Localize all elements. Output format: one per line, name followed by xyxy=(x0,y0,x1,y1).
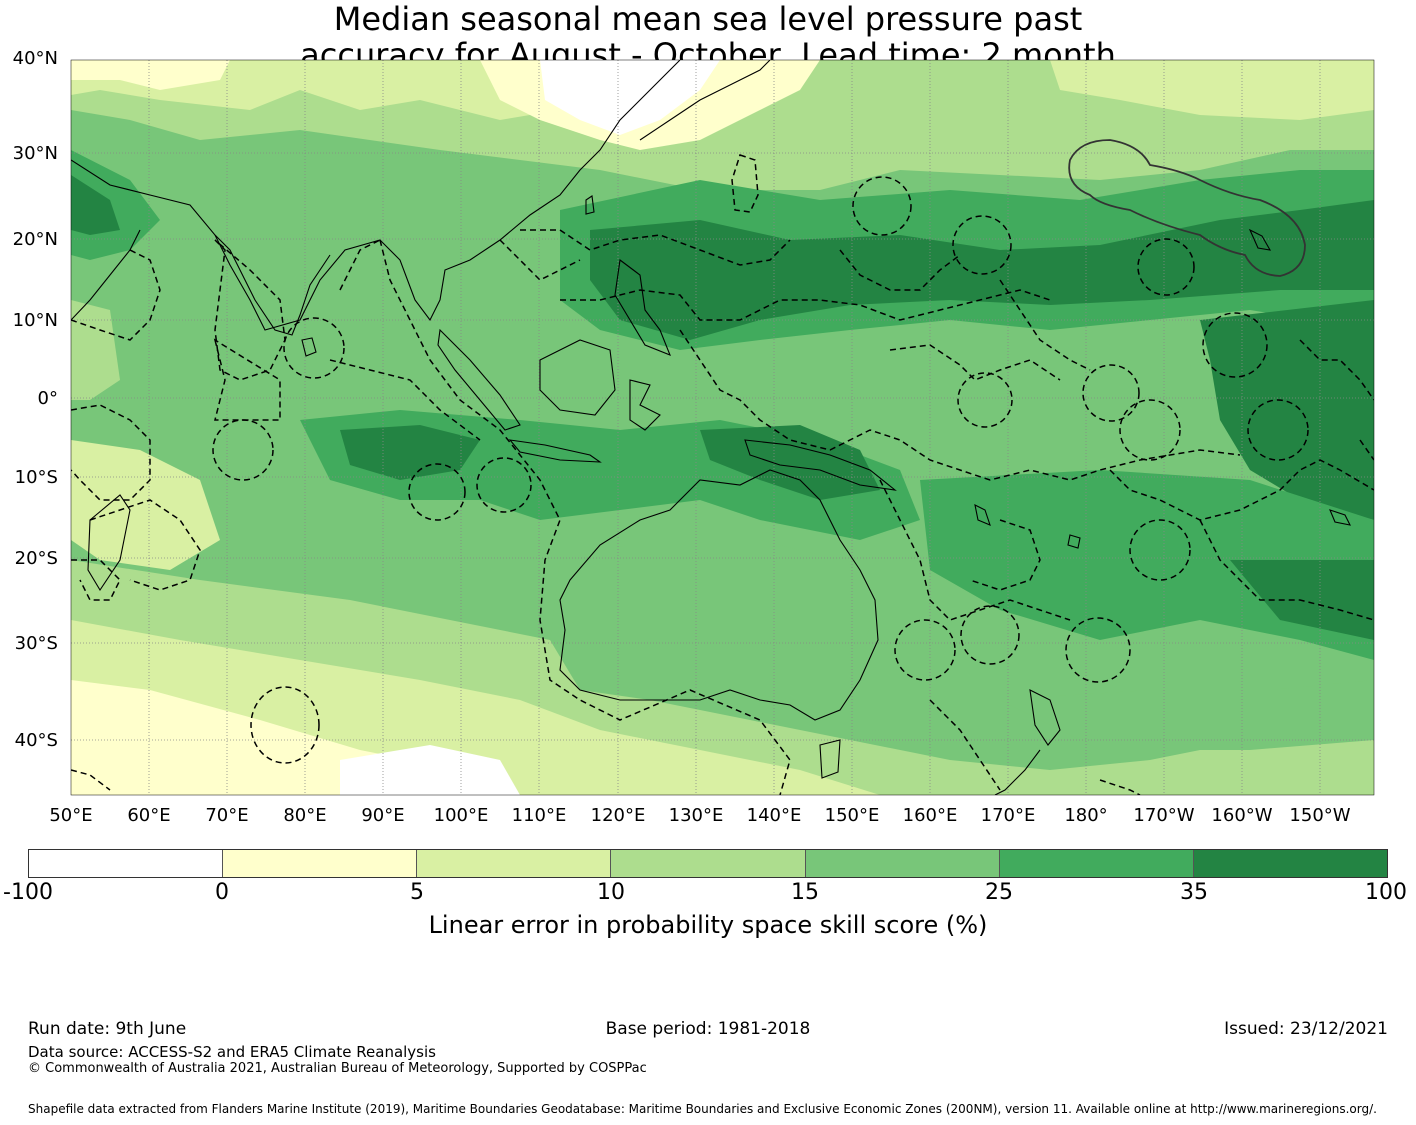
colorbar-tick: 5 xyxy=(410,880,424,905)
lat-label: 10°N xyxy=(12,310,58,331)
lon-label: 100°E xyxy=(433,805,489,826)
colorbar-label: Linear error in probability space skill … xyxy=(428,911,988,939)
colorbar-segment xyxy=(29,850,224,877)
lon-label: 160°W xyxy=(1211,805,1273,826)
run-date: Run date: 9th June xyxy=(28,1019,187,1039)
colorbar-segment xyxy=(417,850,612,877)
lat-label: 20°N xyxy=(12,229,58,250)
lon-label: 160°E xyxy=(902,805,958,826)
lat-label: 40°S xyxy=(14,730,58,751)
lon-label: 90°E xyxy=(361,805,405,826)
colorbar-tick: 15 xyxy=(791,880,819,905)
lon-label: 170°W xyxy=(1133,805,1195,826)
base-period: Base period: 1981-2018 xyxy=(605,1019,811,1039)
colorbar-segment xyxy=(999,850,1194,877)
lon-label: 150°W xyxy=(1289,805,1351,826)
colorbar-tick: 0 xyxy=(215,880,229,905)
lat-label: 0° xyxy=(37,388,58,409)
lon-label: 50°E xyxy=(49,805,93,826)
lon-label: 110°E xyxy=(511,805,567,826)
lon-label: 70°E xyxy=(205,805,249,826)
colorbar xyxy=(28,849,1388,878)
lon-label: 120°E xyxy=(590,805,646,826)
colorbar-tick: 35 xyxy=(1180,880,1208,905)
maritime-boundaries xyxy=(71,154,1374,795)
lon-label: 80°E xyxy=(283,805,327,826)
map-frame xyxy=(70,59,1375,796)
shapefile-credit: Shapefile data extracted from Flanders M… xyxy=(28,1102,1377,1116)
graticule xyxy=(71,60,1374,795)
lat-label: 10°S xyxy=(14,467,58,488)
title-line-1: Median seasonal mean sea level pressure … xyxy=(333,0,1083,38)
issued-date: Issued: 23/12/2021 xyxy=(1224,1019,1388,1039)
lon-label: 140°E xyxy=(746,805,802,826)
lat-label: 20°S xyxy=(14,548,58,569)
data-source: Data source: ACCESS-S2 and ERA5 Climate … xyxy=(28,1043,436,1061)
lat-label: 30°S xyxy=(14,633,58,654)
skill-field xyxy=(71,60,1374,795)
lat-label: 40°N xyxy=(12,48,58,69)
copyright-notice: © Commonwealth of Australia 2021, Austra… xyxy=(28,1061,647,1076)
significance-contour xyxy=(1068,139,1306,277)
colorbar-segment xyxy=(805,850,1000,877)
colorbar-tick: 100 xyxy=(1365,880,1407,905)
colorbar-tick: 25 xyxy=(985,880,1013,905)
colorbar-tick: -100 xyxy=(3,880,53,905)
colorbar-segment xyxy=(223,850,418,877)
colorbar-segment xyxy=(611,850,806,877)
lon-label: 180° xyxy=(1064,805,1108,826)
lat-label: 30°N xyxy=(12,143,58,164)
lon-label: 130°E xyxy=(668,805,724,826)
lon-label: 150°E xyxy=(824,805,880,826)
lon-label: 60°E xyxy=(127,805,171,826)
lon-label: 170°E xyxy=(980,805,1036,826)
colorbar-tick: 10 xyxy=(597,880,625,905)
colorbar-segment xyxy=(1193,850,1387,877)
